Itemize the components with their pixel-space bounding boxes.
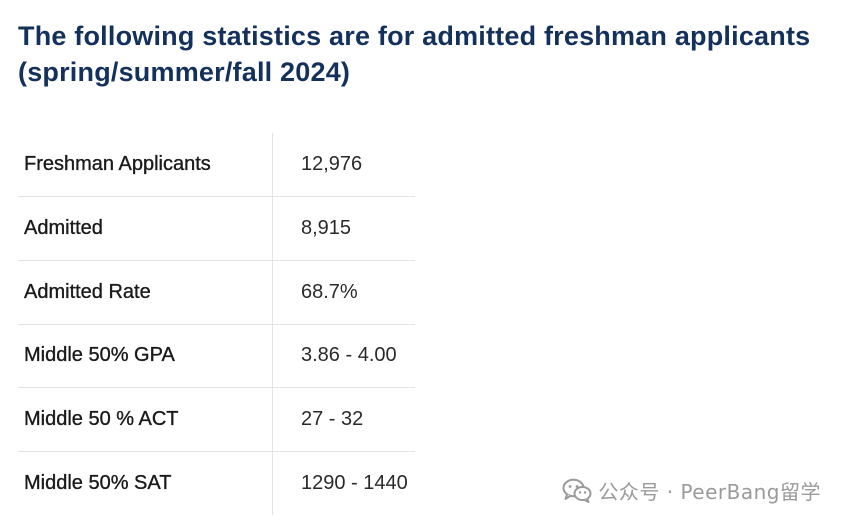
admission-stats-table: Freshman Applicants 12,976 Admitted 8,91…	[18, 133, 415, 516]
stat-value: 27 - 32	[272, 387, 415, 452]
table-row: Middle 50 % ACT 27 - 32	[18, 387, 415, 452]
stat-value: 8,915	[272, 196, 415, 261]
table-row: Middle 50% GPA 3.86 - 4.00	[18, 324, 415, 389]
wechat-icon	[562, 478, 592, 504]
stat-label: Freshman Applicants	[18, 133, 273, 198]
watermark: 公众号 · PeerBang留学	[562, 476, 821, 505]
table-row: Middle 50% SAT 1290 - 1440	[18, 451, 415, 516]
stat-label: Admitted	[18, 196, 273, 261]
table-row: Admitted Rate 68.7%	[18, 260, 415, 325]
stat-label: Admitted Rate	[18, 260, 273, 325]
stat-label: Middle 50% GPA	[18, 324, 273, 389]
watermark-text: 公众号 · PeerBang留学	[598, 480, 821, 504]
stat-label: Middle 50 % ACT	[18, 387, 273, 452]
page-title: The following statistics are for admitte…	[18, 21, 811, 87]
stat-value: 12,976	[272, 133, 415, 198]
stat-value: 68.7%	[272, 260, 415, 325]
stat-value: 3.86 - 4.00	[272, 324, 415, 389]
table-row: Freshman Applicants 12,976	[18, 133, 415, 198]
stat-label: Middle 50% SAT	[18, 451, 273, 516]
table-row: Admitted 8,915	[18, 196, 415, 261]
stat-value: 1290 - 1440	[301, 472, 408, 495]
